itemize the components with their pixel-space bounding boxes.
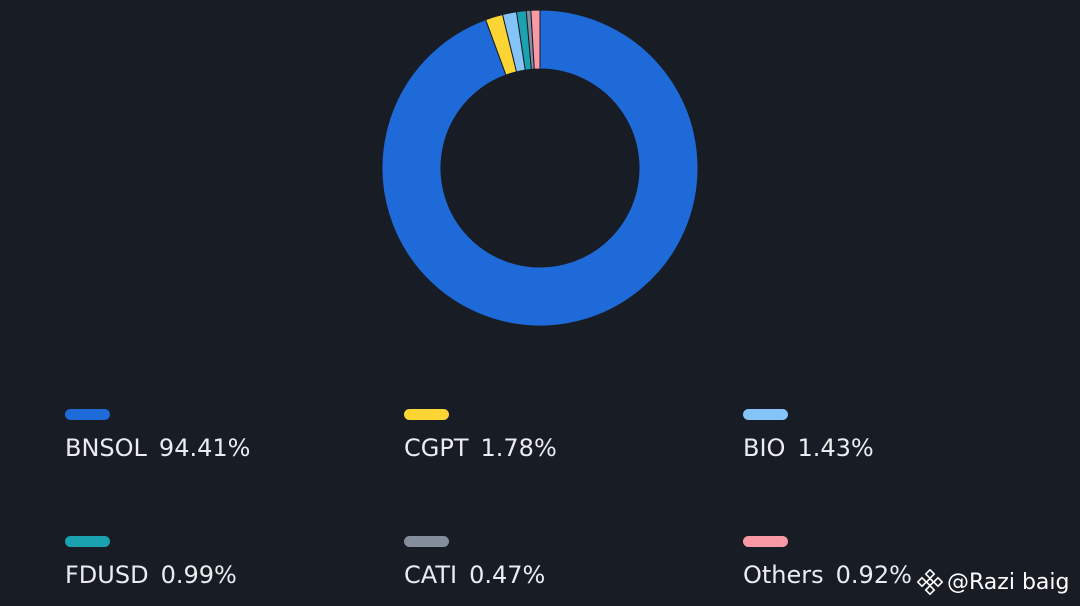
legend-label-others: Others 0.92% [743, 561, 912, 589]
legend-label-fdusd: FDUSD 0.99% [65, 561, 237, 589]
legend-swatch-cati [404, 536, 449, 547]
watermark: @Razi baig [917, 566, 1069, 598]
legend-label-cgpt: CGPT 1.78% [404, 434, 557, 462]
legend-item-fdusd: FDUSD 0.99% [65, 536, 365, 596]
watermark-text: @Razi baig [947, 569, 1070, 595]
legend-item-bio: BIO 1.43% [743, 409, 1043, 469]
legend-swatch-fdusd [65, 536, 110, 547]
legend-item-cati: CATI 0.47% [404, 536, 704, 596]
legend-swatch-others [743, 536, 788, 547]
allocation-donut-chart [381, 9, 699, 327]
legend-label-bio: BIO 1.43% [743, 434, 874, 462]
legend-item-bnsol: BNSOL 94.41% [65, 409, 365, 469]
donut-slice-others [530, 9, 541, 70]
donut-slice-bnsol [381, 9, 699, 327]
legend-swatch-bio [743, 409, 788, 420]
legend-swatch-bnsol [65, 409, 110, 420]
binance-logo-icon [917, 569, 943, 595]
legend-item-cgpt: CGPT 1.78% [404, 409, 704, 469]
legend-item-others: Others 0.92% [743, 536, 1043, 596]
legend-label-bnsol: BNSOL 94.41% [65, 434, 251, 462]
legend-swatch-cgpt [404, 409, 449, 420]
legend-label-cati: CATI 0.47% [404, 561, 546, 589]
